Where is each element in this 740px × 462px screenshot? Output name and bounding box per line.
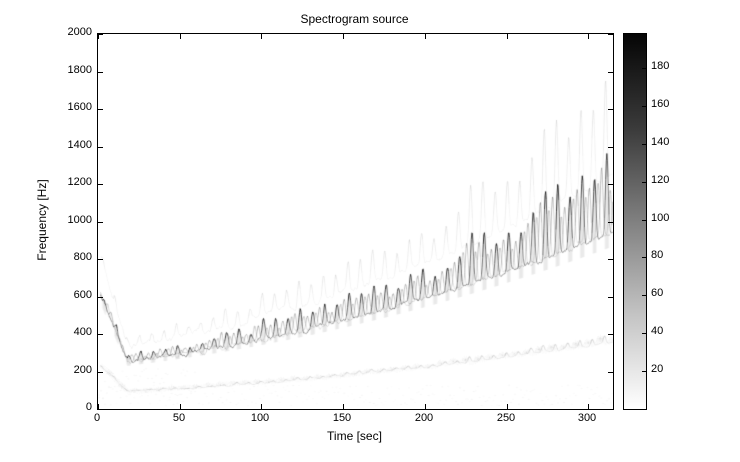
- chart-title: Spectrogram source: [300, 12, 409, 26]
- colorbar-tick-mark: [642, 257, 646, 258]
- y-tick-mark: [98, 297, 103, 298]
- y-tick-label: 0: [85, 401, 92, 413]
- x-tick-label: 150: [332, 412, 352, 424]
- y-tick-mark-right: [608, 222, 613, 223]
- x-tick-mark-top: [261, 34, 262, 39]
- y-tick-mark-right: [608, 334, 613, 335]
- y-tick-mark-right: [608, 259, 613, 260]
- y-tick-mark-right: [608, 109, 613, 110]
- y-tick-mark-right: [608, 372, 613, 373]
- colorbar-tick-label: 20: [651, 363, 664, 375]
- x-tick-mark: [261, 404, 262, 409]
- y-tick-mark-right: [608, 147, 613, 148]
- spectrogram-canvas: [98, 34, 613, 409]
- x-tick-mark-top: [98, 34, 99, 39]
- colorbar-tick-mark: [642, 144, 646, 145]
- colorbar-tick-label: 120: [651, 174, 670, 186]
- y-tick-mark: [98, 334, 103, 335]
- x-tick-mark: [425, 404, 426, 409]
- x-tick-mark: [180, 404, 181, 409]
- x-tick-mark: [343, 404, 344, 409]
- x-tick-label: 0: [93, 412, 101, 424]
- colorbar-tick-label: 40: [651, 325, 664, 337]
- y-tick-label: 1000: [67, 214, 92, 226]
- plot-area: [97, 33, 614, 410]
- y-tick-mark: [98, 34, 103, 35]
- y-tick-label: 1400: [67, 139, 92, 151]
- colorbar-tick-mark: [642, 333, 646, 334]
- y-tick-mark: [98, 372, 103, 373]
- y-tick-label: 1600: [67, 101, 92, 113]
- x-tick-mark-top: [343, 34, 344, 39]
- x-tick-label: 100: [250, 412, 270, 424]
- colorbar-tick-label: 80: [651, 249, 664, 261]
- y-tick-mark: [98, 184, 103, 185]
- y-tick-mark: [98, 409, 103, 410]
- y-tick-mark: [98, 259, 103, 260]
- x-tick-label: 200: [414, 412, 434, 424]
- x-tick-mark: [507, 404, 508, 409]
- x-tick-mark-top: [588, 34, 589, 39]
- y-tick-mark-right: [608, 297, 613, 298]
- x-tick-mark: [588, 404, 589, 409]
- colorbar-tick-mark: [642, 220, 646, 221]
- y-tick-label: 1200: [67, 176, 92, 188]
- y-tick-label: 800: [73, 251, 92, 263]
- colorbar-tick-label: 100: [651, 212, 670, 224]
- y-tick-mark: [98, 147, 103, 148]
- y-tick-label: 400: [73, 326, 92, 338]
- y-tick-label: 600: [73, 289, 92, 301]
- x-axis-label: Time [sec]: [327, 429, 382, 443]
- y-tick-label: 200: [73, 364, 92, 376]
- y-tick-mark: [98, 72, 103, 73]
- y-tick-label: 1800: [67, 64, 92, 76]
- x-tick-label: 50: [172, 412, 186, 424]
- y-tick-label: 2000: [67, 26, 92, 38]
- colorbar-tick-mark: [642, 68, 646, 69]
- y-tick-mark: [98, 222, 103, 223]
- colorbar-tick-mark: [642, 371, 646, 372]
- y-tick-mark-right: [608, 184, 613, 185]
- x-tick-label: 250: [496, 412, 516, 424]
- y-tick-mark-right: [608, 34, 613, 35]
- x-tick-mark-top: [180, 34, 181, 39]
- colorbar-tick-label: 160: [651, 98, 670, 110]
- y-tick-mark: [98, 109, 103, 110]
- y-tick-mark-right: [608, 409, 613, 410]
- x-tick-label: 300: [577, 412, 597, 424]
- y-tick-mark-right: [608, 72, 613, 73]
- x-tick-mark: [98, 404, 99, 409]
- colorbar: [623, 33, 647, 410]
- colorbar-tick-mark: [642, 295, 646, 296]
- x-tick-mark-top: [425, 34, 426, 39]
- colorbar-tick-mark: [642, 182, 646, 183]
- colorbar-tick-label: 60: [651, 287, 664, 299]
- colorbar-tick-mark: [642, 106, 646, 107]
- x-tick-mark-top: [507, 34, 508, 39]
- colorbar-tick-label: 180: [651, 60, 670, 72]
- colorbar-tick-label: 140: [651, 136, 670, 148]
